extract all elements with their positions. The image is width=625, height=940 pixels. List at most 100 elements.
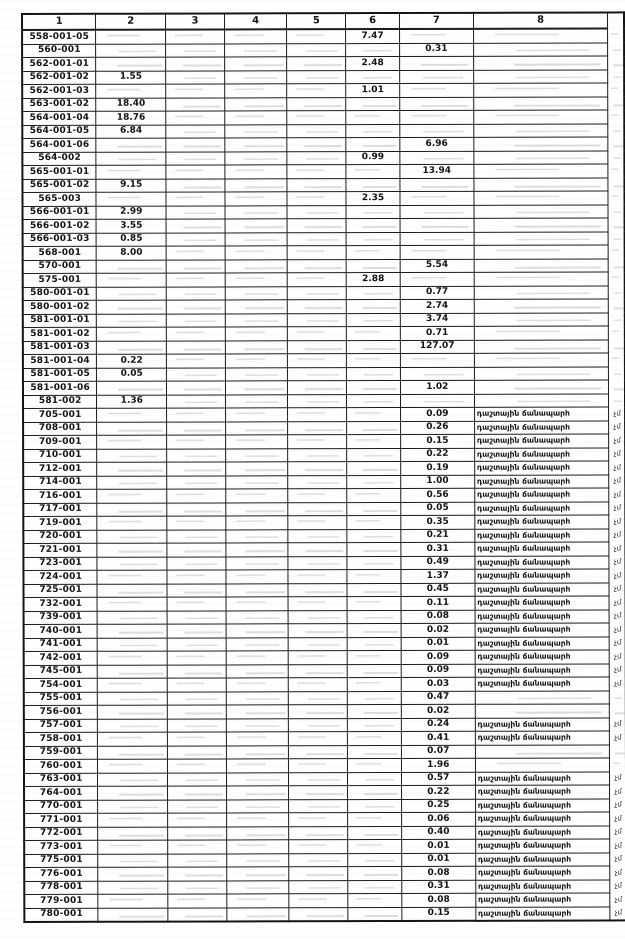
- value-cell: [288, 650, 348, 665]
- value-cell: [166, 151, 225, 166]
- row-id-cell: 581-001-01: [22, 313, 97, 328]
- road-type-cell: [473, 42, 609, 57]
- value-cell: [346, 515, 401, 530]
- value-cell: [167, 758, 227, 773]
- road-type-cell: դաշտային ճանապարհ: [474, 460, 610, 475]
- value-cell: [288, 731, 348, 746]
- value-cell: [346, 502, 401, 516]
- value-cell: [97, 637, 168, 652]
- row-id-cell: 575-001: [22, 273, 97, 287]
- edge-fragment: [609, 690, 625, 704]
- value-cell: 0.56: [400, 488, 475, 503]
- value-cell: 0.57: [401, 771, 476, 786]
- value-cell: [165, 70, 225, 85]
- row-id-cell: 723-001: [23, 556, 98, 571]
- value-cell: [346, 313, 401, 327]
- edge-fragment: [608, 177, 625, 191]
- value-cell: [287, 97, 346, 111]
- edge-fragment: [608, 163, 625, 178]
- value-cell: [287, 29, 346, 44]
- value-cell: 0.21: [400, 528, 475, 543]
- road-type-cell: [475, 757, 610, 772]
- value-cell: [224, 56, 288, 71]
- row-id-cell: 581-002: [23, 394, 97, 409]
- value-cell: [224, 137, 288, 152]
- value-cell: [96, 421, 167, 436]
- value-cell: 2.48: [345, 56, 400, 71]
- value-cell: [95, 29, 166, 44]
- value-cell: [97, 543, 168, 557]
- value-cell: [96, 273, 167, 287]
- row-id-cell: 775-001: [24, 853, 99, 868]
- value-cell: [347, 664, 402, 678]
- value-cell: [224, 29, 288, 44]
- value-cell: 0.05: [96, 367, 167, 382]
- road-type-cell: [473, 109, 609, 124]
- value-cell: [347, 569, 401, 584]
- value-cell: [167, 704, 227, 719]
- value-cell: 3.74: [400, 312, 475, 327]
- value-cell: 2.88: [346, 272, 401, 287]
- value-cell: [345, 137, 400, 152]
- value-cell: [287, 394, 347, 408]
- edge-fragment: [608, 312, 625, 326]
- value-cell: [97, 651, 168, 665]
- value-cell: [166, 218, 225, 233]
- row-id-cell: 565-003: [22, 192, 97, 206]
- value-cell: [225, 380, 288, 395]
- edge-fragment: չմ: [613, 476, 621, 485]
- value-cell: 0.40: [401, 825, 476, 840]
- value-cell: [225, 637, 289, 651]
- value-cell: 0.07: [401, 744, 476, 759]
- value-cell: [225, 299, 288, 314]
- value-cell: [167, 745, 227, 760]
- edge-fragment: [609, 703, 625, 718]
- value-cell: [98, 813, 168, 827]
- value-cell: [289, 907, 349, 922]
- value-cell: [97, 489, 167, 503]
- value-cell: [288, 745, 348, 759]
- column-header-8: 8: [473, 12, 608, 29]
- value-cell: 0.99: [346, 151, 400, 165]
- value-cell: [95, 43, 166, 58]
- value-cell: [288, 664, 348, 678]
- value-cell: [346, 164, 400, 179]
- value-cell: [97, 664, 168, 679]
- value-cell: 13.94: [399, 164, 474, 179]
- value-cell: [347, 799, 402, 813]
- value-cell: [226, 826, 290, 840]
- value-cell: [347, 691, 402, 705]
- value-cell: [287, 151, 347, 165]
- value-cell: 7.47: [345, 29, 400, 44]
- value-cell: [224, 191, 288, 206]
- value-cell: [97, 624, 168, 638]
- value-cell: [346, 299, 401, 314]
- value-cell: [225, 475, 289, 489]
- value-cell: 2.99: [96, 205, 167, 220]
- value-cell: [226, 704, 289, 719]
- value-cell: [346, 326, 401, 341]
- value-cell: [287, 245, 347, 260]
- road-type-cell: դաշտային ճանապարհ: [474, 447, 610, 462]
- value-cell: [287, 110, 346, 125]
- value-cell: [96, 313, 167, 328]
- road-type-cell: [473, 217, 609, 232]
- value-cell: [226, 893, 290, 908]
- value-cell: [288, 583, 348, 597]
- value-cell: 0.08: [401, 609, 475, 624]
- value-cell: [289, 866, 348, 881]
- row-id-cell: 563-001-02: [22, 97, 97, 112]
- edge-fragment: չմ: [613, 463, 621, 472]
- value-cell: [167, 907, 227, 922]
- value-cell: [287, 272, 347, 287]
- value-cell: 0.08: [401, 893, 476, 908]
- value-cell: [225, 461, 289, 476]
- value-cell: [287, 124, 346, 138]
- edge-fragment: չմ: [614, 800, 622, 809]
- value-cell: [165, 124, 225, 139]
- edge-fragment: չմ: [613, 503, 622, 512]
- value-cell: 6.96: [399, 137, 474, 152]
- edge-fragment: չմ: [614, 881, 623, 890]
- value-cell: [400, 272, 474, 287]
